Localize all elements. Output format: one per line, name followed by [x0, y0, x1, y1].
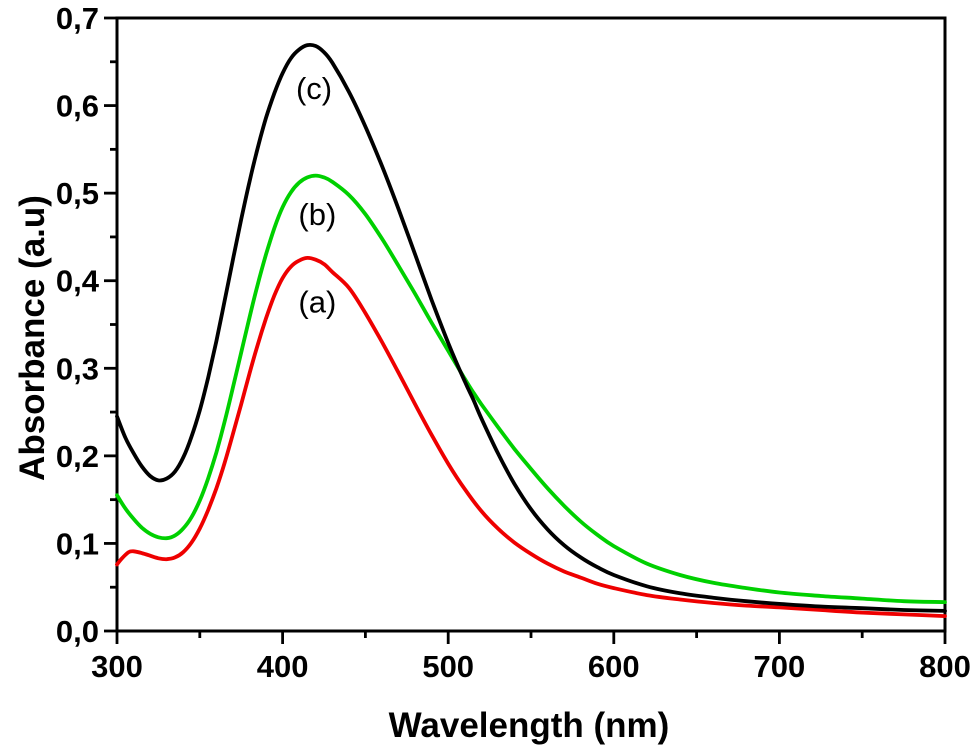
y-axis-title: Absorbance (a.u) — [13, 195, 52, 481]
curve-label-a: (a) — [298, 285, 336, 320]
y-tick-label: 0,5 — [56, 176, 99, 211]
curve-label-c: (c) — [296, 71, 332, 106]
x-axis-title: Wavelength (nm) — [388, 706, 670, 745]
x-tick-label: 400 — [257, 649, 309, 684]
x-tick-label: 300 — [91, 649, 143, 684]
y-tick-label: 0,6 — [56, 89, 99, 124]
y-tick-label: 0,0 — [56, 614, 99, 649]
spectrum-curve-a — [115, 255, 947, 618]
curve-label-b: (b) — [298, 197, 336, 232]
x-tick-label: 700 — [754, 649, 806, 684]
x-tick-label: 500 — [422, 649, 474, 684]
spectrum-curve-c — [115, 42, 947, 613]
y-tick-label: 0,4 — [56, 264, 100, 299]
y-tick-label: 0,2 — [56, 439, 99, 474]
y-tick-label: 0,7 — [56, 1, 99, 36]
plot-frame — [115, 16, 947, 633]
y-tick-label: 0,1 — [56, 526, 99, 561]
x-tick-label: 600 — [588, 649, 640, 684]
spectrum-curve-b — [115, 173, 947, 604]
y-tick-label: 0,3 — [56, 351, 99, 386]
x-tick-label: 800 — [919, 649, 971, 684]
